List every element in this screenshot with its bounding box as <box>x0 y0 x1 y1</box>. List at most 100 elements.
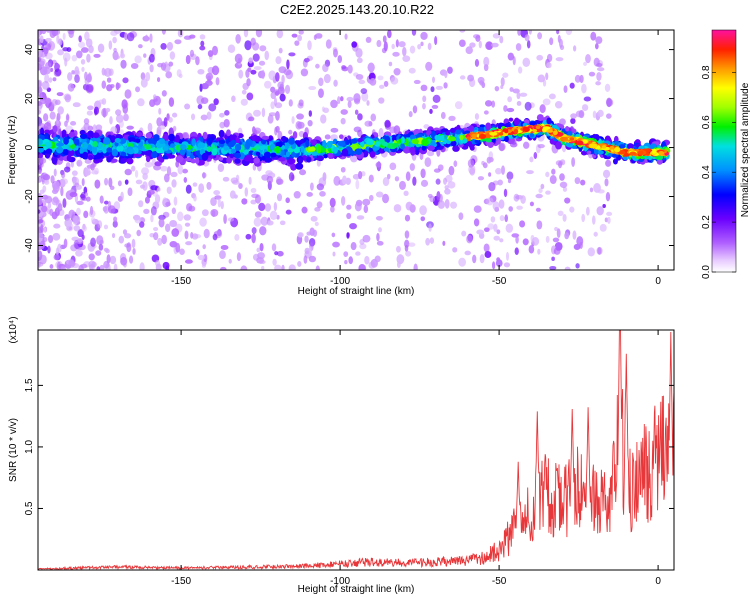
heatmap-cell <box>524 101 532 111</box>
heatmap-cell <box>68 209 76 219</box>
heatmap-cell <box>658 150 665 156</box>
heatmap-cell <box>212 233 218 241</box>
heatmap-cell <box>310 215 318 222</box>
heatmap-cell <box>496 229 501 235</box>
heatmap-cell <box>62 198 67 208</box>
heatmap-cell <box>420 31 428 40</box>
heatmap-cell <box>353 126 362 133</box>
heatmap-cell <box>161 234 167 245</box>
heatmap-cell <box>171 228 180 237</box>
heatmap-cell <box>257 252 265 260</box>
heatmap-cell <box>87 105 94 111</box>
heatmap-cell <box>144 144 152 150</box>
heatmap-cell <box>44 141 53 148</box>
heatmap-cell <box>581 150 588 156</box>
heatmap-cell <box>113 47 117 53</box>
heatmap-cell <box>49 264 54 269</box>
heatmap-cell <box>516 205 523 210</box>
heatmap-cell <box>184 222 191 227</box>
heatmap-cell <box>576 140 584 146</box>
heatmap-cell <box>563 85 568 93</box>
heatmap-cell <box>588 143 598 149</box>
heatmap-cell <box>234 152 242 159</box>
heatmap-cell <box>184 157 192 162</box>
heatmap-cell <box>74 74 80 84</box>
heatmap-cell <box>576 236 584 247</box>
heatmap-cell <box>86 110 93 116</box>
snr-panel: -150 -100 -50 0 0.51.01.5 Height of straigh… <box>8 316 675 595</box>
heatmap-cell <box>236 252 242 262</box>
x-tick-label: 0 <box>655 276 661 287</box>
heatmap-cell <box>174 144 183 151</box>
heatmap-cell <box>119 145 124 152</box>
heatmap-cell <box>553 247 561 255</box>
snr-y-label: SNR (10 * v/v) <box>8 418 19 482</box>
heatmap-cell <box>493 235 500 241</box>
heatmap-cell <box>458 39 466 47</box>
heatmap-cell <box>39 35 44 44</box>
heatmap-cell <box>430 86 435 93</box>
heatmap-cell <box>464 250 471 256</box>
heatmap-cell <box>51 188 59 195</box>
heatmap-cell <box>108 68 114 76</box>
heatmap-cell <box>175 155 184 163</box>
heatmap-cell <box>606 113 612 119</box>
heatmap-cell <box>413 263 418 270</box>
heatmap-cell <box>593 231 598 237</box>
heatmap-cell <box>312 229 318 237</box>
heatmap-cell <box>197 68 205 75</box>
heatmap-cell <box>388 61 393 67</box>
heatmap-cell <box>491 42 499 48</box>
heatmap-cell <box>288 137 295 145</box>
heatmap-cell <box>471 133 478 139</box>
heatmap-cell <box>150 214 154 223</box>
heatmap-cell <box>434 36 438 46</box>
heatmap-cell <box>253 217 262 227</box>
heatmap-cell <box>425 61 433 71</box>
heatmap-cell <box>537 32 543 40</box>
heatmap-cell <box>499 238 504 243</box>
heatmap-cell <box>478 40 482 49</box>
heatmap-cell <box>366 100 370 106</box>
heatmap-cell <box>259 226 267 236</box>
heatmap-cell <box>74 66 80 76</box>
heatmap-cell <box>465 46 473 55</box>
heatmap-cell <box>246 92 254 101</box>
heatmap-cell <box>492 33 501 39</box>
heatmap-cell <box>411 30 417 36</box>
heatmap-cell <box>201 209 209 217</box>
heatmap-cell <box>288 172 295 182</box>
heatmap-cell <box>556 228 561 238</box>
heatmap-cell <box>197 254 205 261</box>
heatmap-cell <box>363 205 369 214</box>
heatmap-cell <box>219 112 225 118</box>
heatmap-cell <box>255 151 261 156</box>
heatmap-cell <box>124 233 132 239</box>
heatmap-cell <box>391 43 395 50</box>
heatmap-cell <box>332 241 340 248</box>
heatmap-cell <box>442 240 446 246</box>
heatmap-cell <box>322 63 329 73</box>
heatmap-cell <box>134 55 142 64</box>
heatmap-cell <box>348 256 353 265</box>
heatmap-cell <box>110 30 118 36</box>
heatmap-cell <box>66 154 72 162</box>
heatmap-cell <box>403 190 409 196</box>
heatmap-cell <box>382 193 390 204</box>
heatmap-cell <box>356 57 363 64</box>
heatmap-cell <box>341 148 349 157</box>
heatmap-cell <box>97 220 103 229</box>
heatmap-cell <box>591 215 596 225</box>
heatmap-cell <box>420 179 429 187</box>
heatmap-cell <box>84 31 90 41</box>
heatmap-cell <box>68 131 76 138</box>
heatmap-cell <box>487 223 495 230</box>
heatmap-cell <box>38 101 43 107</box>
chart-title: C2E2.2025.143.20.10.R22 <box>280 2 434 17</box>
heatmap-cell <box>513 193 520 202</box>
heatmap-cell <box>179 248 185 255</box>
heatmap-cell <box>278 47 283 54</box>
heatmap-cell <box>144 196 150 204</box>
heatmap-cell <box>408 111 413 118</box>
